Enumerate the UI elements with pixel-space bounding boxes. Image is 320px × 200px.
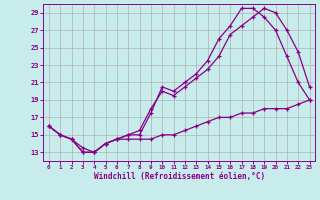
- X-axis label: Windchill (Refroidissement éolien,°C): Windchill (Refroidissement éolien,°C): [94, 172, 265, 181]
